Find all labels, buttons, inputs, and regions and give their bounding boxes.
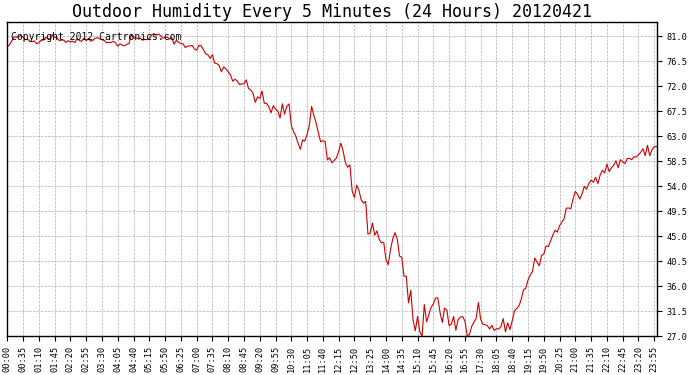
Text: Copyright 2012 Cartronics.com: Copyright 2012 Cartronics.com [10, 32, 181, 42]
Title: Outdoor Humidity Every 5 Minutes (24 Hours) 20120421: Outdoor Humidity Every 5 Minutes (24 Hou… [72, 3, 592, 21]
